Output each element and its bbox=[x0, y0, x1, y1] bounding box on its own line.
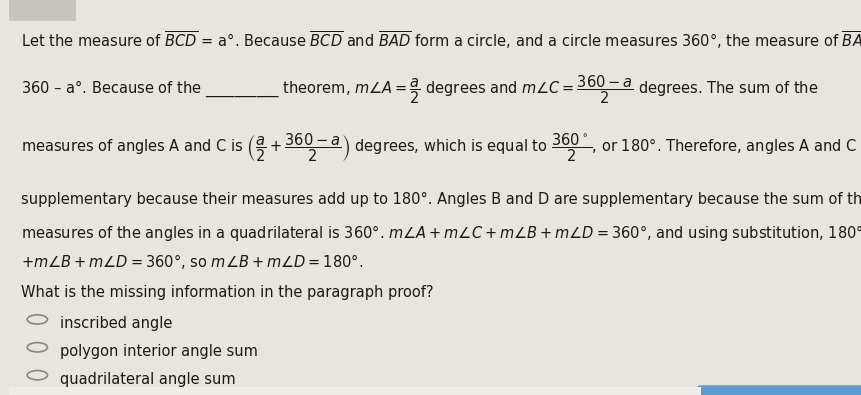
Text: What is the missing information in the paragraph proof?: What is the missing information in the p… bbox=[22, 284, 433, 299]
Text: measures of angles A and C is $\left(\dfrac{a}{2} + \dfrac{360-a}{2}\right)$ deg: measures of angles A and C is $\left(\df… bbox=[22, 132, 861, 164]
Text: 360 – a°. Because of the __________ theorem, $m\angle A = \dfrac{a}{2}$ degrees : 360 – a°. Because of the __________ theo… bbox=[22, 73, 818, 106]
Bar bbox=[9, 387, 701, 395]
Bar bbox=[9, 0, 76, 21]
Text: Let the measure of $\overline{BCD}$ = a°. Because $\overline{BCD}$ and $\overlin: Let the measure of $\overline{BCD}$ = a°… bbox=[22, 29, 861, 51]
Text: supplementary because their measures add up to 180°. Angles B and D are suppleme: supplementary because their measures add… bbox=[22, 192, 861, 207]
Text: polygon interior angle sum: polygon interior angle sum bbox=[60, 344, 257, 359]
Text: measures of the angles in a quadrilateral is 360°. $m\angle A + m\angle C + m\an: measures of the angles in a quadrilatera… bbox=[22, 223, 861, 243]
Text: $+m\angle B + m\angle D = 360°$, so $m\angle B + m\angle D = 180°$.: $+m\angle B + m\angle D = 360°$, so $m\a… bbox=[22, 252, 363, 271]
Text: inscribed angle: inscribed angle bbox=[60, 316, 172, 331]
FancyBboxPatch shape bbox=[697, 385, 861, 395]
Text: quadrilateral angle sum: quadrilateral angle sum bbox=[60, 372, 236, 387]
